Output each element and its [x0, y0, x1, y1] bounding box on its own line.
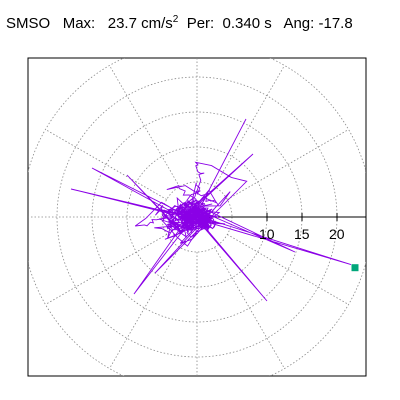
angle-value: -17.8: [318, 15, 353, 32]
motion-trace: [70, 118, 352, 302]
period-value: 0.340 s: [222, 15, 272, 32]
max-value: 23.7: [107, 15, 137, 32]
tick-labels: 10 15 20: [259, 213, 345, 242]
grid-spoke: [45, 129, 167, 200]
grid-spoke: [109, 65, 180, 187]
grid-spoke: [214, 65, 285, 187]
max-label: Max:: [62, 15, 96, 32]
max-unit: cm/s: [141, 15, 173, 32]
grid-spoke: [214, 247, 285, 369]
grid-spoke: [45, 234, 167, 305]
tick-label: 15: [294, 226, 310, 242]
grid-spoke: [227, 129, 349, 200]
angle-label: Ang:: [283, 15, 315, 32]
tick-label: 10: [259, 226, 275, 242]
grid-spoke: [109, 247, 180, 369]
period-label: Per:: [186, 15, 215, 32]
station-code: SMSO: [6, 15, 51, 32]
title-bar: SMSO Max: 23.7 cm/s2 Per: 0.340 s Ang: -…: [6, 14, 353, 32]
trace-path: [70, 118, 352, 302]
grid-spoke: [227, 234, 349, 305]
max-amplitude-marker: [351, 264, 359, 272]
tick-label: 20: [329, 226, 345, 242]
max-exponent: 2: [172, 14, 179, 25]
